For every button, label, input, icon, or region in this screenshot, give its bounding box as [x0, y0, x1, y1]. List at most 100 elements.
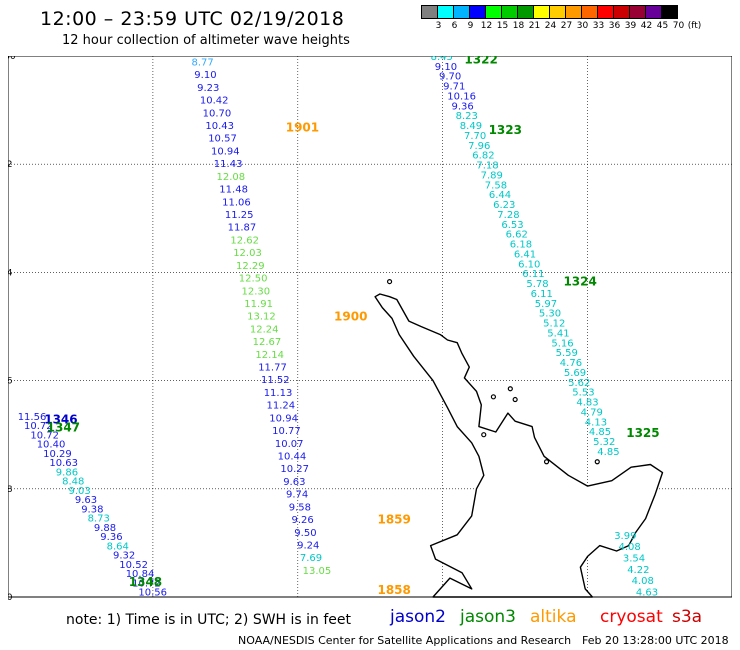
map-subtitle: 12 hour collection of altimeter wave hei… — [62, 33, 350, 48]
wave-height-value: 10.72 — [24, 421, 53, 432]
wave-height-value: 10.07 — [275, 439, 304, 450]
wave-height-value: 11.13 — [264, 388, 293, 399]
wave-height-value: 10.72 — [30, 430, 59, 441]
color-swatch — [613, 5, 630, 19]
wave-height-value: 6.53 — [501, 220, 523, 231]
color-swatch — [437, 5, 454, 19]
wave-height-value: 5.41 — [547, 329, 569, 340]
footer-note: note: 1) Time is in UTC; 2) SWH is in fe… — [66, 612, 352, 628]
wave-height-value: 10.94 — [269, 413, 298, 424]
wave-height-value: 8.49 — [460, 121, 482, 132]
color-swatch — [629, 5, 646, 19]
wave-height-value: 11.25 — [225, 210, 254, 221]
pass-time-label: 1348 — [129, 575, 162, 589]
latitude-label: 32 — [8, 160, 12, 170]
color-swatch — [597, 5, 614, 19]
wave-height-value: 9.03 — [69, 486, 91, 497]
credit-line: NOAA/NESDIS Center for Satellite Applica… — [238, 634, 572, 647]
wave-height-value: 11.24 — [267, 401, 296, 412]
color-scale-labels: 3 6 9 12 15 18 21 24 27 30 33 36 39 42 45 70 (ft) — [422, 19, 702, 33]
wave-height-value: 9.24 — [297, 541, 319, 552]
wave-height-value: 11.91 — [244, 299, 273, 310]
island-outline — [481, 432, 487, 438]
color-scale-label: 30 — [576, 21, 589, 31]
wave-height-value: 5.69 — [564, 368, 586, 379]
color-scale-label: 36 — [608, 21, 621, 31]
wave-height-value: 9.38 — [81, 504, 103, 515]
color-scale-label: 70 — [672, 21, 685, 31]
wave-height-value: 9.71 — [443, 82, 465, 93]
wave-height-value: 11.43 — [214, 159, 243, 170]
wave-height-value: 8.77 — [192, 57, 214, 68]
wave-height-value: 7.18 — [476, 161, 498, 172]
map-frame — [8, 56, 732, 598]
wave-height-value: 6.23 — [493, 200, 515, 211]
pass-time-label: 1325 — [626, 426, 659, 440]
color-scale-label: 12 — [480, 21, 493, 31]
wave-height-value: 8.48 — [62, 477, 84, 488]
wave-height-value: 8.45 — [431, 56, 453, 63]
wave-height-value: 6.11 — [531, 289, 553, 300]
wave-height-value: 6.44 — [489, 190, 511, 201]
island-outline — [512, 396, 518, 403]
wave-height-value: 8.23 — [456, 111, 478, 122]
island-outline — [490, 394, 497, 400]
wave-height-value: 4.76 — [560, 358, 582, 369]
wave-height-value: 4.08 — [619, 542, 641, 553]
wave-height-value: 12.24 — [250, 324, 279, 335]
wave-height-value: 5.16 — [551, 338, 573, 349]
wave-height-value: 10.72 — [132, 578, 161, 589]
color-scale-label: 27 — [560, 21, 573, 31]
color-swatch — [549, 5, 566, 19]
pass-time-label: 1858 — [377, 583, 410, 597]
wave-height-value: 4.83 — [576, 398, 598, 409]
color-scale-label: 3 — [435, 21, 442, 31]
wave-height-value: 9.63 — [75, 495, 97, 506]
wave-height-value: 4.13 — [585, 417, 607, 428]
pass-time-label: 1346 — [44, 412, 77, 426]
color-scale-label: 15 — [496, 21, 509, 31]
wave-height-value: 12.14 — [255, 350, 284, 361]
pass-time-label: 1900 — [334, 310, 367, 324]
wave-height-value: 4.08 — [632, 576, 654, 587]
pass-time-label: 1859 — [377, 513, 410, 527]
pass-time-label: 1901 — [286, 120, 319, 134]
wave-height-value: 5.59 — [556, 348, 578, 359]
wave-height-value: 10.63 — [49, 458, 78, 469]
color-swatch — [533, 5, 550, 19]
color-scale-label: 24 — [544, 21, 557, 31]
wave-height-value: 6.82 — [472, 151, 494, 162]
wave-height-value: 10.29 — [43, 449, 72, 460]
color-scale-label: (ft) — [687, 21, 702, 31]
wave-height-value: 5.97 — [535, 299, 557, 310]
wave-height-value: 4.85 — [597, 447, 619, 458]
wave-height-value: 9.86 — [56, 467, 78, 478]
wave-height-value: 10.42 — [200, 96, 229, 107]
wave-height-value: 8.73 — [88, 514, 110, 525]
wave-height-value: 7.96 — [468, 141, 490, 152]
wave-height-value: 10.43 — [205, 121, 234, 132]
color-swatch — [661, 5, 678, 19]
island-outline — [594, 459, 600, 465]
wave-height-value: 9.70 — [439, 72, 461, 83]
wave-height-value: 7.28 — [497, 210, 519, 221]
wave-height-value: 9.36 — [452, 101, 474, 112]
wave-height-value: 9.10 — [194, 70, 216, 81]
wave-height-value: 9.88 — [94, 523, 116, 534]
wave-height-value: 10.40 — [37, 440, 66, 451]
color-scale-label: 18 — [512, 21, 525, 31]
latitude-label: 38 — [8, 485, 13, 495]
wave-height-value: 5.78 — [526, 279, 548, 290]
island-outline — [507, 386, 513, 392]
wave-height-value: 10.70 — [203, 108, 232, 119]
pass-time-label: 1323 — [489, 123, 522, 137]
color-swatch — [645, 5, 662, 19]
wave-height-value: 10.57 — [208, 134, 237, 145]
pass-time-label: 1322 — [464, 56, 497, 67]
map-title: 12:00 – 23:59 UTC 02/19/2018 — [40, 8, 345, 30]
wave-height-value: 6.41 — [514, 250, 536, 261]
color-swatch — [453, 5, 470, 19]
latitude-label: 36 — [8, 377, 13, 387]
pass-time-label: 1324 — [563, 275, 596, 289]
satellite-legend-jason3: jason3 — [460, 607, 516, 627]
